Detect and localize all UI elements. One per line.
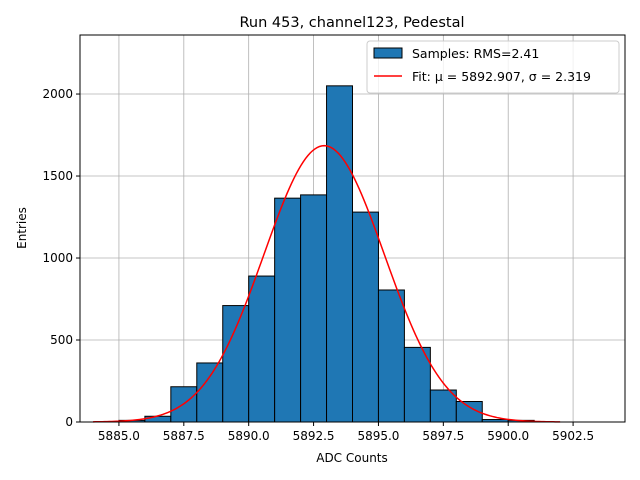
x-tick-label: 5900.0 bbox=[487, 429, 529, 443]
x-tick-label: 5887.5 bbox=[163, 429, 205, 443]
x-axis-ticks: 5885.0 5887.5 5890.0 5892.5 5895.0 5897.5 5900… bbox=[98, 422, 594, 443]
legend-label-samples: Samples: RMS=2.41 bbox=[412, 46, 539, 61]
histogram-bar bbox=[300, 194, 328, 423]
legend-box bbox=[366, 40, 620, 94]
y-tick-label: 2000 bbox=[42, 87, 73, 101]
histogram-bar bbox=[403, 346, 431, 423]
y-axis-label: Entries bbox=[15, 207, 29, 249]
y-axis-ticks: 0 500 1000 1500 2000 bbox=[42, 87, 80, 429]
histogram-bar bbox=[196, 362, 224, 423]
legend: Samples: RMS=2.41 Fit: μ = 5892.907, σ =… bbox=[366, 40, 620, 94]
histogram-bars bbox=[118, 85, 535, 423]
legend-swatch-samples bbox=[373, 47, 403, 59]
y-tick-label: 1500 bbox=[42, 169, 73, 183]
histogram-bar bbox=[222, 305, 250, 423]
x-tick-label: 5890.0 bbox=[228, 429, 270, 443]
histogram-bar bbox=[429, 389, 457, 423]
x-tick-label: 5885.0 bbox=[98, 429, 140, 443]
x-tick-label: 5897.5 bbox=[422, 429, 464, 443]
y-tick-label: 0 bbox=[65, 415, 73, 429]
x-axis-label: ADC Counts bbox=[316, 451, 388, 465]
legend-label-fit: Fit: μ = 5892.907, σ = 2.319 bbox=[412, 69, 591, 84]
fit-curve bbox=[92, 144, 561, 423]
histogram-bar bbox=[144, 415, 172, 423]
y-tick-label: 1000 bbox=[42, 251, 73, 265]
x-tick-label: 5895.0 bbox=[357, 429, 399, 443]
histogram-bar bbox=[326, 85, 353, 423]
x-tick-label: 5892.5 bbox=[293, 429, 335, 443]
chart-title: Run 453, channel123, Pedestal bbox=[239, 15, 464, 31]
histogram-bar bbox=[274, 197, 302, 423]
plot-frame bbox=[79, 34, 626, 423]
fit-curve-layer bbox=[92, 144, 561, 423]
x-tick-label: 5902.5 bbox=[552, 429, 594, 443]
histogram-bar bbox=[248, 275, 276, 423]
histogram-bar bbox=[352, 211, 379, 423]
histogram-bar bbox=[377, 289, 405, 423]
y-tick-label: 500 bbox=[50, 333, 73, 347]
